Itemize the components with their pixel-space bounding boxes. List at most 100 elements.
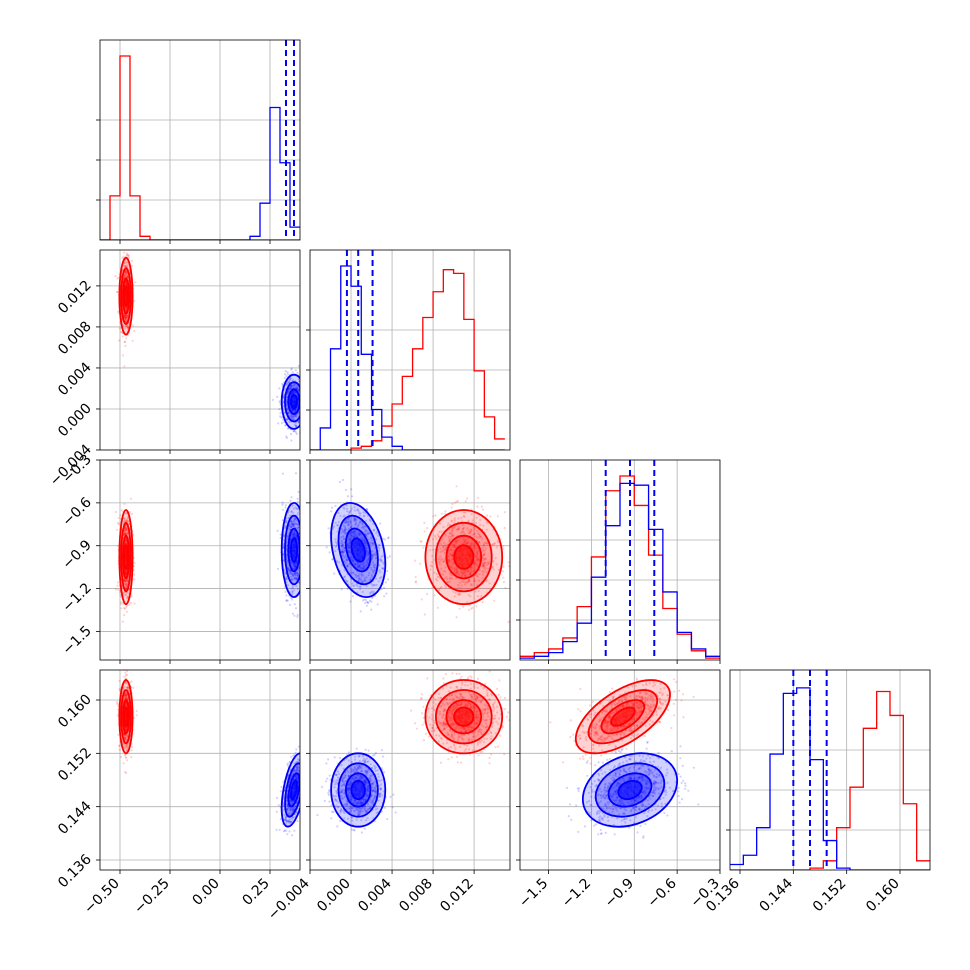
sample-point bbox=[295, 432, 298, 436]
sample-point bbox=[130, 680, 133, 683]
sample-point bbox=[300, 554, 302, 556]
sample-point bbox=[294, 564, 297, 568]
sample-point bbox=[117, 745, 120, 748]
sample-point bbox=[363, 576, 366, 580]
sample-point bbox=[350, 524, 353, 528]
sample-point bbox=[362, 561, 365, 564]
sample-point bbox=[457, 583, 460, 587]
sample-point bbox=[483, 549, 486, 552]
sample-point bbox=[292, 383, 296, 386]
sample-point bbox=[459, 592, 462, 595]
sample-point bbox=[442, 544, 445, 548]
sample-point bbox=[302, 378, 304, 380]
sample-point bbox=[304, 400, 306, 402]
sample-point bbox=[347, 521, 350, 524]
sample-point bbox=[466, 542, 469, 545]
sample-point bbox=[485, 571, 488, 574]
sample-point bbox=[293, 423, 296, 426]
sample-point bbox=[449, 565, 452, 569]
sample-point bbox=[295, 535, 298, 538]
sample-point bbox=[423, 530, 426, 533]
sample-point bbox=[378, 569, 381, 572]
sample-point bbox=[287, 569, 291, 572]
sample-point bbox=[356, 526, 359, 529]
histogram-blue-1 bbox=[310, 265, 505, 450]
sample-point bbox=[289, 570, 292, 573]
sample-point bbox=[126, 696, 129, 699]
sample-point bbox=[454, 572, 457, 575]
sample-point bbox=[438, 589, 441, 592]
sample-point bbox=[364, 519, 368, 522]
sample-point bbox=[356, 565, 360, 569]
sample-point bbox=[439, 555, 442, 559]
sample-point bbox=[356, 585, 359, 588]
sample-point bbox=[420, 540, 423, 543]
contour-line bbox=[424, 509, 504, 606]
sample-point bbox=[300, 540, 302, 542]
sample-point bbox=[123, 686, 127, 689]
sample-point bbox=[340, 531, 343, 534]
sample-point bbox=[291, 592, 294, 596]
sample-point bbox=[286, 392, 289, 395]
sample-point bbox=[124, 734, 127, 737]
sample-point bbox=[291, 409, 295, 412]
sample-point bbox=[452, 546, 455, 549]
sample-point bbox=[292, 586, 295, 589]
sample-point bbox=[126, 532, 129, 535]
sample-point bbox=[282, 543, 285, 546]
sample-point bbox=[115, 528, 119, 531]
sample-point bbox=[460, 532, 463, 535]
sample-point bbox=[353, 519, 356, 522]
sample-point bbox=[281, 501, 284, 504]
sample-point bbox=[296, 507, 299, 510]
sample-point bbox=[451, 529, 454, 532]
sample-point bbox=[464, 574, 467, 577]
sample-point bbox=[343, 529, 346, 532]
sample-point bbox=[461, 528, 464, 531]
sample-point bbox=[452, 534, 455, 537]
sample-point bbox=[369, 599, 372, 602]
sample-point bbox=[455, 540, 458, 543]
sample-point bbox=[125, 319, 128, 322]
sample-point bbox=[305, 388, 307, 390]
sample-point bbox=[337, 520, 340, 524]
sample-point bbox=[126, 579, 129, 582]
sample-point bbox=[125, 531, 128, 534]
sample-point bbox=[469, 528, 472, 531]
sample-point bbox=[125, 337, 128, 340]
sample-point bbox=[461, 571, 464, 575]
sample-point bbox=[292, 391, 295, 394]
sample-point bbox=[302, 589, 304, 591]
sample-point bbox=[367, 574, 370, 577]
sample-point bbox=[294, 383, 297, 386]
sample-point bbox=[482, 553, 485, 556]
sample-point bbox=[371, 575, 374, 578]
sample-point bbox=[431, 565, 434, 568]
sample-point bbox=[129, 497, 132, 500]
sample-point bbox=[133, 561, 136, 565]
sample-point bbox=[354, 523, 357, 526]
sample-point bbox=[429, 549, 432, 552]
sample-point bbox=[133, 578, 136, 581]
sample-point bbox=[357, 523, 360, 526]
sample-point bbox=[463, 533, 467, 536]
sample-point bbox=[126, 517, 129, 521]
sample-point bbox=[462, 511, 465, 514]
sample-point bbox=[289, 387, 292, 390]
sample-point bbox=[346, 559, 349, 562]
sample-point bbox=[290, 510, 293, 513]
sample-point bbox=[123, 694, 126, 698]
sample-point bbox=[467, 580, 470, 583]
sample-point bbox=[355, 518, 358, 521]
sample-point bbox=[436, 606, 439, 609]
sample-point bbox=[476, 546, 479, 549]
sample-point bbox=[120, 755, 123, 759]
sample-point bbox=[302, 401, 304, 403]
sample-point bbox=[305, 563, 307, 565]
sample-point bbox=[343, 575, 346, 578]
sample-point bbox=[293, 531, 296, 535]
contour-line bbox=[337, 514, 379, 586]
sample-point bbox=[116, 714, 119, 717]
sample-point bbox=[357, 533, 360, 537]
sample-point bbox=[126, 578, 129, 582]
